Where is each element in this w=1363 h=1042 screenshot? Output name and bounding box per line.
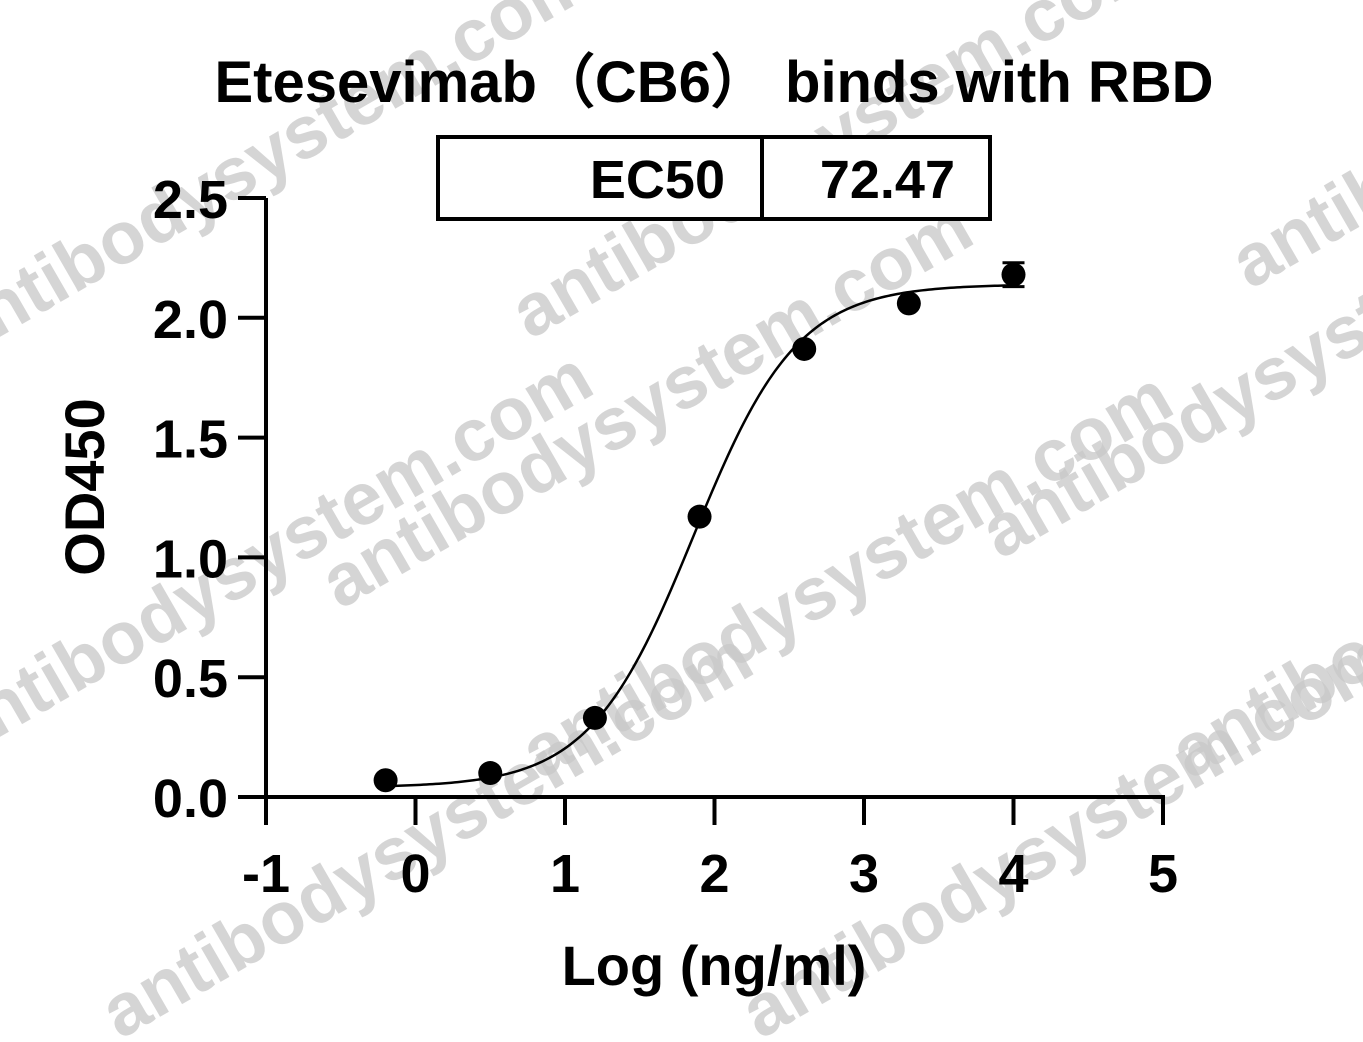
data-point-0 bbox=[373, 768, 398, 793]
y-tick-label-0: 0.0 bbox=[153, 769, 228, 829]
data-point-3 bbox=[687, 504, 712, 529]
y-tick-label-3: 1.5 bbox=[153, 410, 228, 470]
data-points-layer bbox=[373, 261, 1026, 793]
x-axis-title: Log (ng/ml) bbox=[562, 934, 867, 997]
data-point-2 bbox=[582, 705, 607, 730]
x-tick-label-0: -1 bbox=[242, 844, 290, 904]
ec50-value: 72.47 bbox=[820, 150, 955, 210]
ec50-label: EC50 bbox=[590, 150, 725, 210]
data-point-6 bbox=[1001, 262, 1026, 287]
data-point-5 bbox=[896, 291, 921, 316]
x-tick-label-4: 3 bbox=[849, 844, 879, 904]
legend-box bbox=[436, 135, 992, 221]
x-tick-label-3: 2 bbox=[699, 844, 729, 904]
axes: -1 0 1 2 3 4 5 0.0 0.5 1.0 1.5 2.0 2.5 bbox=[153, 170, 1178, 904]
y-tick-label-5: 2.5 bbox=[153, 170, 228, 230]
ec50-legend-table: EC50 72.47 bbox=[436, 135, 992, 221]
x-tick-label-6: 5 bbox=[1148, 844, 1178, 904]
y-axis-title: OD450 bbox=[53, 398, 116, 575]
chart-title: Etesevimab（CB6） binds with RBD bbox=[214, 50, 1213, 115]
data-point-1 bbox=[478, 761, 503, 786]
x-tick-label-5: 4 bbox=[998, 844, 1028, 904]
x-tick-label-2: 1 bbox=[550, 844, 580, 904]
data-point-4 bbox=[792, 336, 817, 361]
watermark-text-2: antibodysystem.com bbox=[1217, 0, 1363, 304]
y-tick-label-4: 2.0 bbox=[153, 290, 228, 350]
y-tick-label-2: 1.0 bbox=[153, 529, 228, 589]
y-tick-label-1: 0.5 bbox=[153, 649, 228, 709]
x-tick-label-1: 0 bbox=[400, 844, 430, 904]
